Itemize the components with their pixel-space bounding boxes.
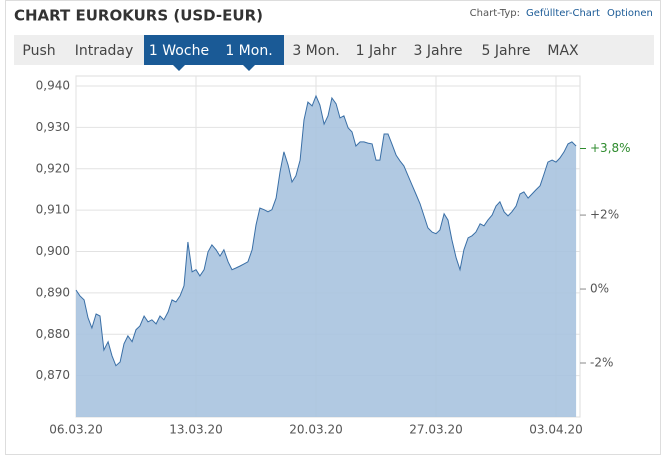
tab-selected-bg — [144, 35, 214, 65]
tab[interactable]: 1 Jahr — [356, 43, 397, 59]
x-tick-label: 03.04.20 — [529, 423, 582, 437]
tab[interactable]: 1 Woche — [149, 43, 209, 59]
tab[interactable]: 3 Mon. — [292, 43, 339, 59]
tab-bar — [14, 35, 654, 65]
x-tick-label: 06.03.20 — [49, 423, 102, 437]
title: CHART EUROKURS (USD-EUR) — [14, 7, 263, 25]
tab[interactable]: 1 Mon. — [225, 43, 272, 59]
y-tick-label: 0,880 — [36, 327, 70, 341]
y2-tick-label: +2% — [590, 208, 619, 222]
tab[interactable]: 5 Jahre — [482, 43, 531, 59]
y-tick-label: 0,890 — [36, 285, 70, 299]
y-tick-label: 0,900 — [36, 244, 70, 258]
area-fill — [76, 95, 577, 418]
x-tick-label: 20.03.20 — [289, 423, 342, 437]
y-tick-label: 0,930 — [36, 120, 70, 134]
tab[interactable]: Push — [22, 43, 55, 59]
x-tick-label: 13.03.20 — [169, 423, 222, 437]
tab-pointer — [243, 65, 255, 71]
y-tick-label: 0,910 — [36, 203, 70, 217]
chart-type-link[interactable]: Gefüllter-Chart — [526, 8, 600, 19]
options-link[interactable]: Optionen — [607, 8, 653, 19]
y2-tick-label: 0% — [590, 282, 609, 296]
y-tick-label: 0,940 — [36, 79, 70, 93]
tab[interactable]: Intraday — [75, 43, 134, 59]
x-tick-label: 27.03.20 — [409, 423, 462, 437]
y2-tick-label: -2% — [590, 356, 613, 370]
tab[interactable]: MAX — [547, 43, 579, 59]
y-tick-label: 0,920 — [36, 161, 70, 175]
chart-type-label: Chart-Typ: — [470, 8, 520, 19]
area-line — [75, 94, 577, 367]
tab-selected-bg — [214, 35, 284, 65]
tab-pointer — [173, 65, 185, 71]
annotation: +3,8% — [590, 141, 631, 155]
y-tick-label: 0,870 — [36, 368, 70, 382]
tab[interactable]: 3 Jahre — [414, 43, 463, 59]
